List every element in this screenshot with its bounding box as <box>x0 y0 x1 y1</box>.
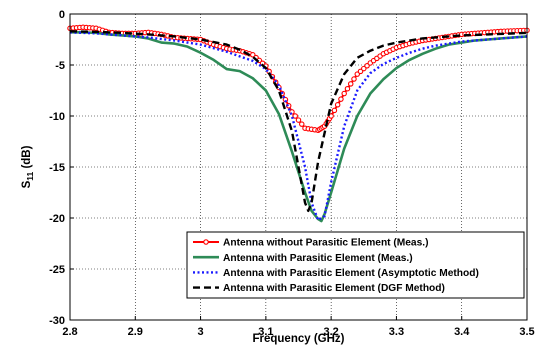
y-axis-title-unit: (dB) <box>21 145 33 171</box>
series-marker <box>338 96 344 102</box>
legend-box <box>186 231 525 299</box>
legend-marker <box>203 239 209 245</box>
series-marker <box>357 68 364 75</box>
series-marker <box>347 81 354 87</box>
x-tick-label: 3.3 <box>389 326 404 338</box>
y-axis-title-subscript: 11 <box>25 171 35 180</box>
series-group <box>67 24 530 134</box>
y-tick-label: -20 <box>49 213 65 225</box>
series-marker <box>331 107 338 114</box>
series-line <box>69 31 528 222</box>
legend-label: Antenna with Parasitic Element (DGF Meth… <box>223 283 445 294</box>
y-tick-label: -25 <box>49 264 65 276</box>
legend: Antenna without Parasitic Element (Meas.… <box>186 231 525 299</box>
legend-label: Antenna with Parasitic Element (Meas.) <box>223 253 413 264</box>
x-tick-label: 3.4 <box>454 326 470 338</box>
x-tick-label: 2.9 <box>128 326 143 338</box>
y-axis-title-main: S <box>21 180 33 188</box>
x-tick-label: 3.2 <box>323 326 338 338</box>
x-tick-label: 3.5 <box>519 326 534 338</box>
y-tick-label: -5 <box>55 60 65 72</box>
series-marker <box>299 121 305 127</box>
series-marker <box>334 102 341 108</box>
x-axis-title: Frequency (GHz) <box>252 333 344 345</box>
series-marker <box>344 85 351 92</box>
series-group <box>69 31 528 222</box>
y-tick-label: -15 <box>49 162 65 174</box>
series-marker <box>295 117 302 123</box>
series-marker <box>361 65 367 72</box>
y-tick-label: 0 <box>59 9 65 21</box>
series-marker <box>250 52 256 58</box>
series-marker <box>341 90 347 97</box>
tick-layer: 2.8 2.9 3 3.1 3.2 3.3 3.4 3.5 0 -5 -10 -15 -20 -25 -30 <box>49 9 535 338</box>
legend-label: Antenna without Parasitic Element (Meas.… <box>223 238 429 249</box>
y-tick-label: -10 <box>49 111 65 123</box>
x-tick-label: 2.8 <box>62 326 77 338</box>
series-group <box>69 30 528 213</box>
series-marker <box>364 63 370 69</box>
series-line <box>70 31 528 223</box>
series-marker <box>351 76 357 82</box>
series-group <box>70 31 528 223</box>
x-tick-label: 3.1 <box>258 326 273 338</box>
series-marker <box>292 113 298 119</box>
y-axis-title: S11 (dB) <box>21 145 35 188</box>
y-tick-label: -30 <box>49 315 65 327</box>
legend-label: Antenna with Parasitic Element (Asymptot… <box>223 268 479 279</box>
series-marker <box>354 71 361 77</box>
series-layer <box>67 24 530 223</box>
series-line <box>69 30 528 213</box>
x-tick-label: 3 <box>198 326 204 338</box>
